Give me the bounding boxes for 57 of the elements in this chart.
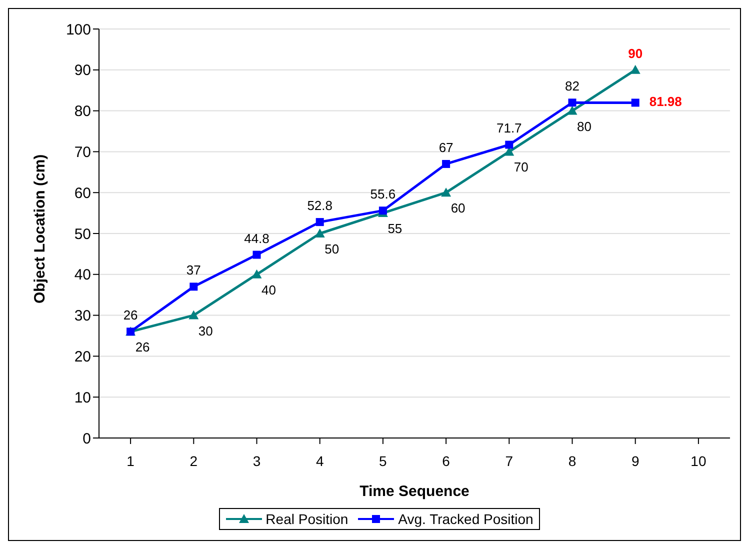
x-tick-label: 1	[126, 452, 135, 469]
data-label: 26	[135, 340, 150, 355]
point	[316, 218, 324, 226]
y-axis-title: Object Location (cm)	[31, 154, 48, 304]
point	[631, 98, 640, 107]
point	[441, 188, 452, 197]
x-axis-title: Time Sequence	[360, 483, 470, 500]
data-label: 71.7	[496, 120, 522, 136]
y-tick-label: 20	[74, 348, 91, 366]
point	[252, 250, 261, 259]
point	[567, 106, 578, 115]
data-label: 40	[262, 282, 276, 298]
point	[190, 282, 198, 291]
x-tick-label: 8	[568, 452, 576, 469]
x-tick-label: 10	[690, 452, 706, 469]
y-tick-label: 30	[74, 308, 91, 325]
point	[568, 98, 576, 107]
data-label: 30	[198, 323, 213, 338]
data-label: 44.8	[244, 230, 270, 246]
y-tick-label: 50	[74, 226, 91, 243]
y-tick-label: 100	[66, 21, 91, 38]
x-tick-label: 3	[252, 452, 261, 469]
y-tick-label: 60	[74, 184, 91, 202]
y-tick-label: 70	[74, 144, 91, 162]
data-label: 55.6	[370, 186, 396, 202]
x-tick-label: 5	[379, 452, 388, 469]
data-label: 67	[438, 140, 454, 155]
x-tick-label: 4	[316, 452, 324, 469]
data-label: 60	[450, 200, 466, 216]
point	[252, 269, 262, 278]
x-tick-label: 2	[190, 452, 198, 469]
y-tick-label: 90	[74, 62, 91, 80]
y-tick-label: 10	[74, 389, 91, 406]
point	[442, 160, 450, 168]
y-tick-label: 40	[74, 266, 91, 284]
data-label: 55	[388, 221, 402, 236]
legend-label: Avg. Tracked Position	[397, 511, 534, 527]
data-label: 70	[514, 160, 528, 175]
point	[505, 140, 514, 149]
x-tick-label: 7	[505, 452, 514, 469]
data-label: 52.8	[307, 198, 333, 214]
y-tick-label: 80	[74, 103, 91, 120]
data-label: 90	[628, 46, 643, 61]
data-label: 80	[577, 118, 592, 134]
x-tick-label: 6	[442, 452, 450, 469]
y-tick-label: 0	[82, 430, 91, 448]
x-tick-label: 9	[631, 452, 640, 469]
data-label: 26	[123, 308, 138, 323]
point	[378, 206, 387, 215]
data-label: 82	[565, 78, 580, 94]
data-label: 37	[186, 262, 201, 278]
data-label: 50	[324, 242, 340, 256]
point	[630, 64, 640, 74]
point	[188, 310, 199, 320]
point	[314, 228, 325, 238]
data-label: 81.98	[649, 94, 682, 110]
legend-label: Real Position	[264, 511, 348, 527]
